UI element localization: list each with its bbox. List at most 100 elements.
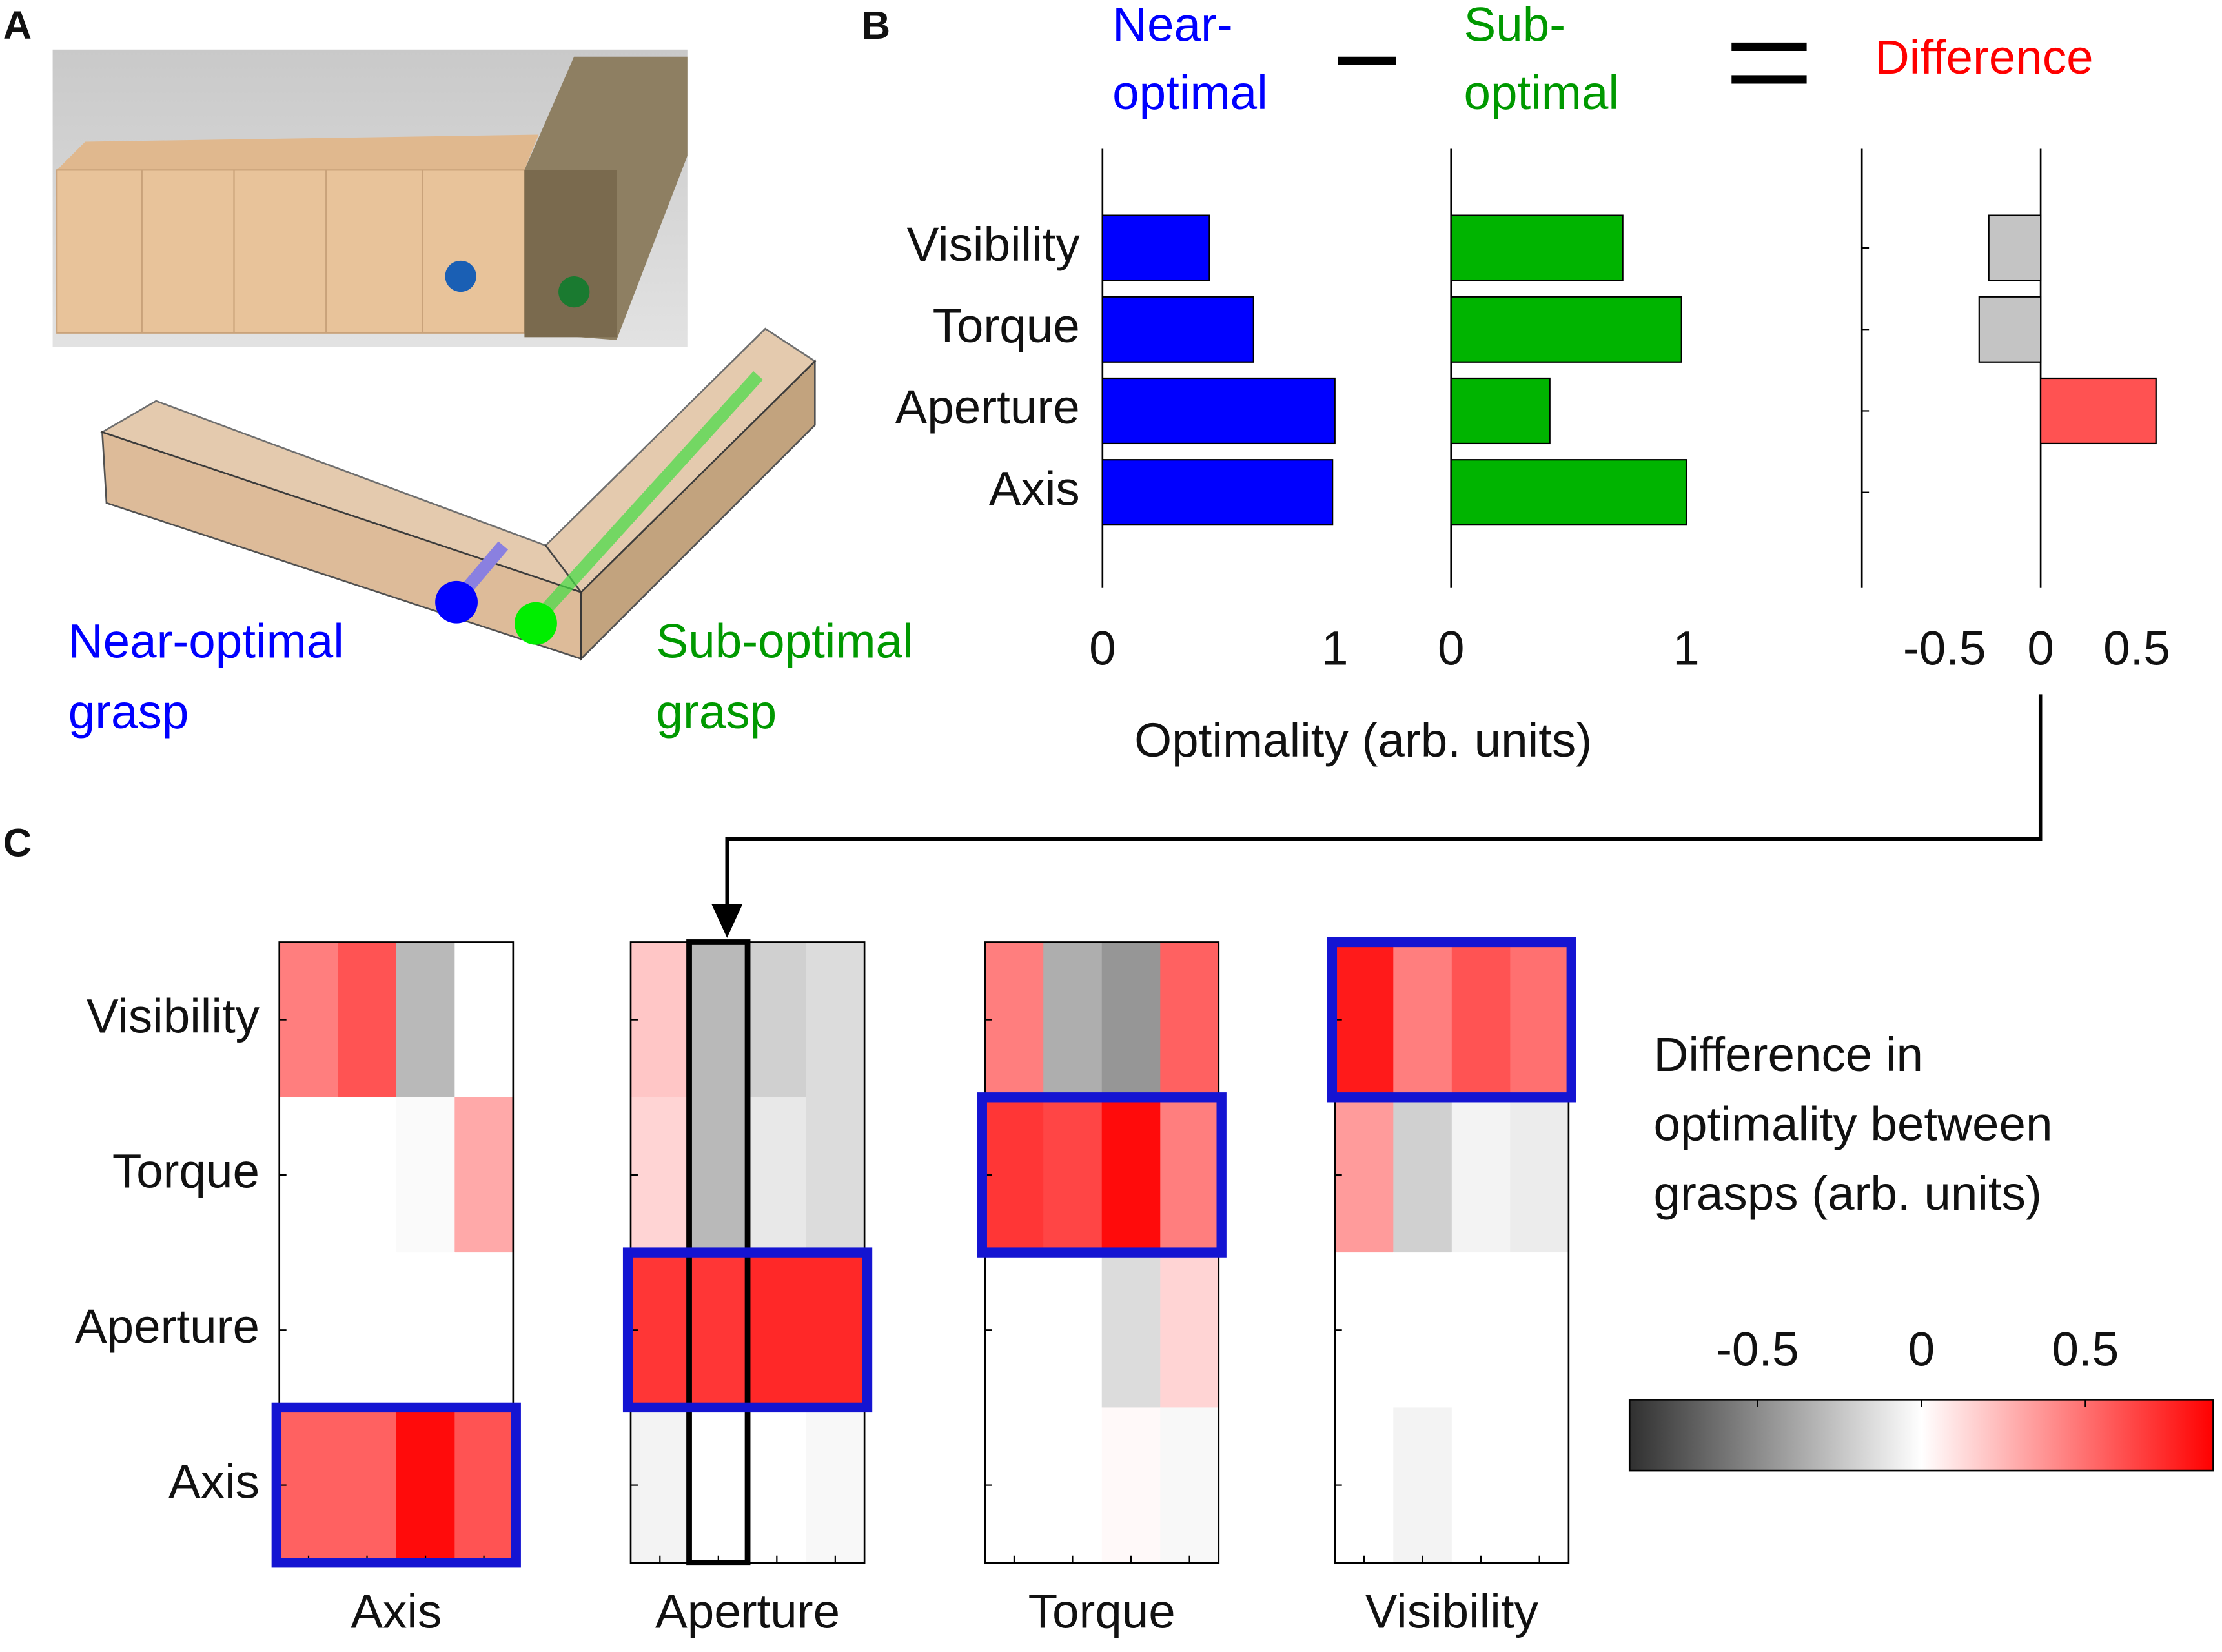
bar <box>1988 214 2042 281</box>
heat-cell <box>806 942 865 1098</box>
heat-cell <box>1101 1407 1161 1564</box>
x-tick-label: 0 <box>1438 620 1465 675</box>
colorbar-label: grasps (arb. units) <box>1654 1166 2042 1220</box>
heatmap-title: Torque <box>1028 1584 1176 1638</box>
panel-label: B <box>862 3 890 48</box>
heat-cell <box>279 1097 338 1253</box>
heat-cell <box>1160 1407 1219 1564</box>
heat-cell <box>454 942 514 1098</box>
row-label: Axis <box>168 1454 260 1508</box>
heat-cell <box>748 1097 807 1253</box>
heat-cell <box>689 1252 748 1409</box>
heat-cell <box>1160 1252 1219 1409</box>
row-highlight <box>622 1247 873 1413</box>
row-highlight <box>977 1092 1227 1258</box>
heat-cell <box>338 942 397 1098</box>
x-tick-label: 0 <box>2027 620 2054 675</box>
heat-cell <box>631 1252 690 1409</box>
heat-cell <box>806 1252 865 1409</box>
near-label: grasp <box>68 684 189 739</box>
heat-cell <box>631 1407 690 1564</box>
heat-cell <box>338 1407 397 1564</box>
heat-cell <box>1334 1252 1394 1409</box>
heat-cell <box>338 1252 397 1409</box>
heat-cell <box>1451 942 1511 1098</box>
heat-cell <box>1101 1097 1161 1253</box>
heat-cell <box>1101 1252 1161 1409</box>
colorbar-label: optimality between <box>1654 1097 2053 1151</box>
arrowhead <box>711 904 743 938</box>
bar <box>1450 214 1624 281</box>
heat-cell <box>689 1407 748 1564</box>
colorbar-tick-label: 0.5 <box>2052 1322 2119 1376</box>
heat-cell <box>1043 1252 1103 1409</box>
heat-cell <box>1043 942 1103 1098</box>
bar <box>1450 377 1551 445</box>
heat-cell <box>748 1407 807 1564</box>
heat-cell <box>984 1252 1044 1409</box>
heat-cell <box>1451 1252 1511 1409</box>
colorbar-tick-label: 0 <box>1908 1322 1935 1376</box>
chart-title: Sub- <box>1463 0 1565 52</box>
heat-cell <box>631 942 690 1098</box>
heat-cell <box>396 1407 455 1564</box>
x-tick-label: 1 <box>1673 620 1700 675</box>
heat-cell <box>1510 1097 1569 1253</box>
heat-cell <box>689 1097 748 1253</box>
heat-cell <box>279 1407 338 1564</box>
heat-cell <box>748 942 807 1098</box>
row-highlight <box>1327 937 1576 1103</box>
y-tick-label: Torque <box>933 298 1080 352</box>
colorbar-tick-label: -0.5 <box>1716 1322 1799 1376</box>
heat-cell <box>1393 1252 1452 1409</box>
heat-cell <box>1160 1097 1219 1253</box>
heat-cell <box>454 1097 514 1253</box>
bar <box>1450 296 1682 363</box>
panel-label: C <box>3 821 32 865</box>
heat-cell <box>1334 942 1394 1098</box>
heat-cell <box>279 1252 338 1409</box>
row-label: Torque <box>112 1144 260 1198</box>
heatmap-title: Visibility <box>1365 1584 1539 1638</box>
arrow <box>725 694 2043 914</box>
photo <box>52 49 688 347</box>
heat-cell <box>1393 942 1452 1098</box>
heat-cell <box>1043 1407 1103 1564</box>
x-tick-label: 0 <box>1089 620 1116 675</box>
heat-cell <box>1160 942 1219 1098</box>
heat-cell <box>1451 1097 1511 1253</box>
heat-cell <box>1334 1407 1394 1564</box>
bar <box>1101 377 1336 445</box>
heat-cell <box>689 942 748 1098</box>
x-tick-label: -0.5 <box>1903 620 1986 675</box>
chart-title: Near- <box>1112 0 1233 52</box>
heat-cell <box>984 1407 1044 1564</box>
heat-cell <box>454 1407 514 1564</box>
row-label: Visibility <box>87 988 260 1043</box>
bar <box>1101 459 1334 526</box>
heatmap-title: Aperture <box>655 1584 840 1638</box>
sub-label: grasp <box>657 684 777 739</box>
heat-cell <box>1510 1407 1569 1564</box>
heat-cell <box>1393 1097 1452 1253</box>
y-tick-label: Axis <box>989 461 1080 515</box>
heat-cell <box>396 1252 455 1409</box>
colorbar <box>1628 1399 2214 1472</box>
row-highlight <box>271 1402 521 1568</box>
x-axis-label: Optimality (arb. units) <box>1134 713 1592 767</box>
heat-cell <box>806 1097 865 1253</box>
heat-cell <box>338 1097 397 1253</box>
grasp-diagram <box>100 327 817 661</box>
heat-cell <box>1510 942 1569 1098</box>
bar <box>1101 296 1254 363</box>
heat-cell <box>806 1407 865 1564</box>
heat-cell <box>748 1252 807 1409</box>
x-tick-label: 1 <box>1321 620 1349 675</box>
heat-cell <box>1510 1252 1569 1409</box>
chart-title: optimal <box>1463 65 1619 119</box>
panel-label: A <box>3 3 32 48</box>
colorbar-label: Difference in <box>1654 1027 1924 1081</box>
heat-cell <box>984 1097 1044 1253</box>
